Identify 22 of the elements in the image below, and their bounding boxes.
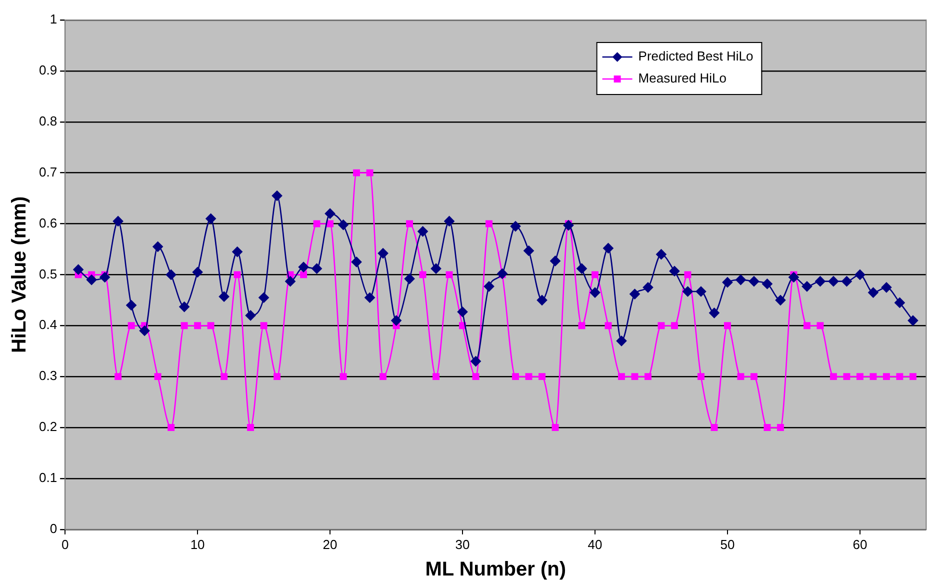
y-tick-label: 0.3 — [38, 368, 58, 384]
x-tick-label: 0 — [61, 536, 69, 552]
y-tick-label: 0.7 — [38, 164, 58, 180]
x-tick-label: 10 — [190, 536, 205, 552]
x-tick-label: 60 — [852, 536, 868, 552]
x-tick-label: 40 — [588, 536, 602, 552]
y-tick-label: 0.1 — [38, 470, 58, 486]
x-tick-label: 30 — [455, 536, 470, 552]
y-tick-label: 0.5 — [38, 266, 58, 282]
x-axis-title: ML Number (n) — [425, 558, 566, 581]
y-tick-label: 1 — [50, 12, 58, 27]
y-axis-title: HiLo Value (mm) — [8, 196, 31, 354]
y-tick-label: 0.6 — [38, 215, 58, 230]
x-tick-label: 20 — [322, 536, 338, 552]
x-tick-label: 50 — [720, 536, 735, 552]
y-tick-label: 0.2 — [38, 419, 58, 434]
y-tick-label: 0 — [50, 520, 58, 536]
legend-label: Predicted Best HiLo — [638, 48, 754, 64]
legend-label: Measured HiLo — [638, 70, 726, 86]
y-tick-label: 0.9 — [38, 62, 58, 78]
y-tick-label: 0.4 — [38, 317, 58, 332]
y-tick-label: 0.8 — [38, 113, 58, 128]
